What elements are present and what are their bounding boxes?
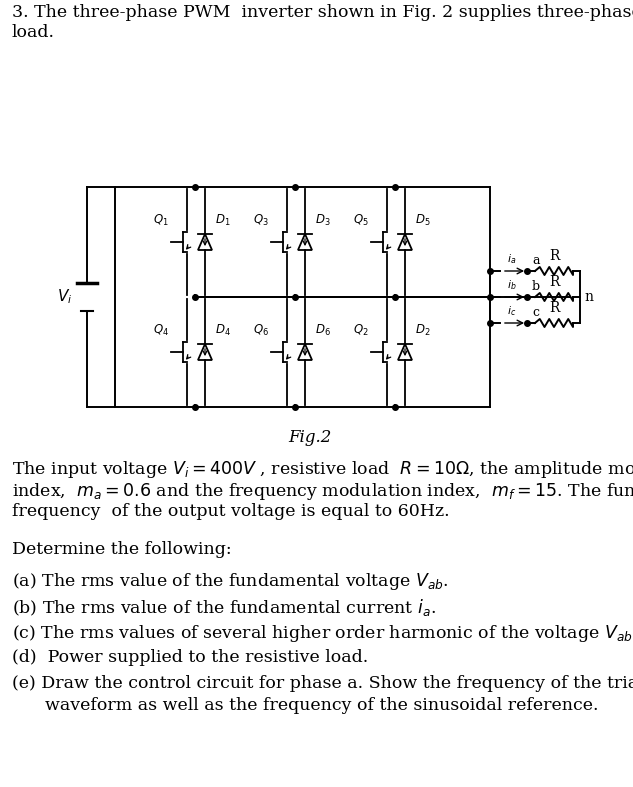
Text: R: R bbox=[549, 275, 559, 289]
Text: $i_a$: $i_a$ bbox=[507, 252, 517, 266]
Text: $i_c$: $i_c$ bbox=[508, 305, 517, 318]
Text: $D_5$: $D_5$ bbox=[415, 213, 430, 228]
Text: frequency  of the output voltage is equal to 60Hz.: frequency of the output voltage is equal… bbox=[12, 503, 449, 520]
Text: Determine the following:: Determine the following: bbox=[12, 541, 232, 558]
Text: (c) The rms values of several higher order harmonic of the voltage $V_{ab}$.: (c) The rms values of several higher ord… bbox=[12, 623, 633, 644]
Text: $D_6$: $D_6$ bbox=[315, 323, 331, 338]
Text: (d)  Power supplied to the resistive load.: (d) Power supplied to the resistive load… bbox=[12, 649, 368, 666]
Text: $Q_2$: $Q_2$ bbox=[353, 323, 369, 338]
Text: $D_4$: $D_4$ bbox=[215, 323, 231, 338]
Text: a: a bbox=[532, 254, 539, 267]
Text: (b) The rms value of the fundamental current $i_a$.: (b) The rms value of the fundamental cur… bbox=[12, 597, 436, 618]
Text: waveform as well as the frequency of the sinusoidal reference.: waveform as well as the frequency of the… bbox=[12, 697, 598, 714]
Text: $Q_4$: $Q_4$ bbox=[153, 323, 169, 338]
Text: $D_2$: $D_2$ bbox=[415, 323, 430, 338]
Text: R: R bbox=[549, 249, 559, 263]
Text: index,  $m_a =0.6$ and the frequency modulation index,  $m_f =15$. The fundament: index, $m_a =0.6$ and the frequency modu… bbox=[12, 481, 633, 502]
Text: $D_1$: $D_1$ bbox=[215, 213, 230, 228]
Text: n: n bbox=[584, 290, 593, 304]
Text: Fig.2: Fig.2 bbox=[288, 429, 332, 446]
Text: $Q_6$: $Q_6$ bbox=[253, 323, 269, 338]
Text: $i_b$: $i_b$ bbox=[507, 278, 517, 292]
Text: (e) Draw the control circuit for phase a. Show the frequency of the triangular: (e) Draw the control circuit for phase a… bbox=[12, 675, 633, 692]
Text: load.: load. bbox=[12, 24, 55, 41]
Text: (a) The rms value of the fundamental voltage $V_{ab}$.: (a) The rms value of the fundamental vol… bbox=[12, 571, 449, 592]
Text: The input voltage $V_i =400V$ , resistive load  $R=10\Omega$, the amplitude modu: The input voltage $V_i =400V$ , resistiv… bbox=[12, 459, 633, 480]
Text: R: R bbox=[549, 301, 559, 315]
Text: c: c bbox=[532, 306, 539, 319]
Text: $Q_3$: $Q_3$ bbox=[253, 213, 269, 228]
Text: 3. The three-phase PWM  inverter shown in Fig. 2 supplies three-phase resistive: 3. The three-phase PWM inverter shown in… bbox=[12, 4, 633, 21]
Text: $Q_1$: $Q_1$ bbox=[153, 213, 169, 228]
Text: $D_3$: $D_3$ bbox=[315, 213, 330, 228]
Text: $V_i$: $V_i$ bbox=[57, 288, 72, 306]
Text: b: b bbox=[532, 280, 540, 293]
Text: $Q_5$: $Q_5$ bbox=[353, 213, 369, 228]
